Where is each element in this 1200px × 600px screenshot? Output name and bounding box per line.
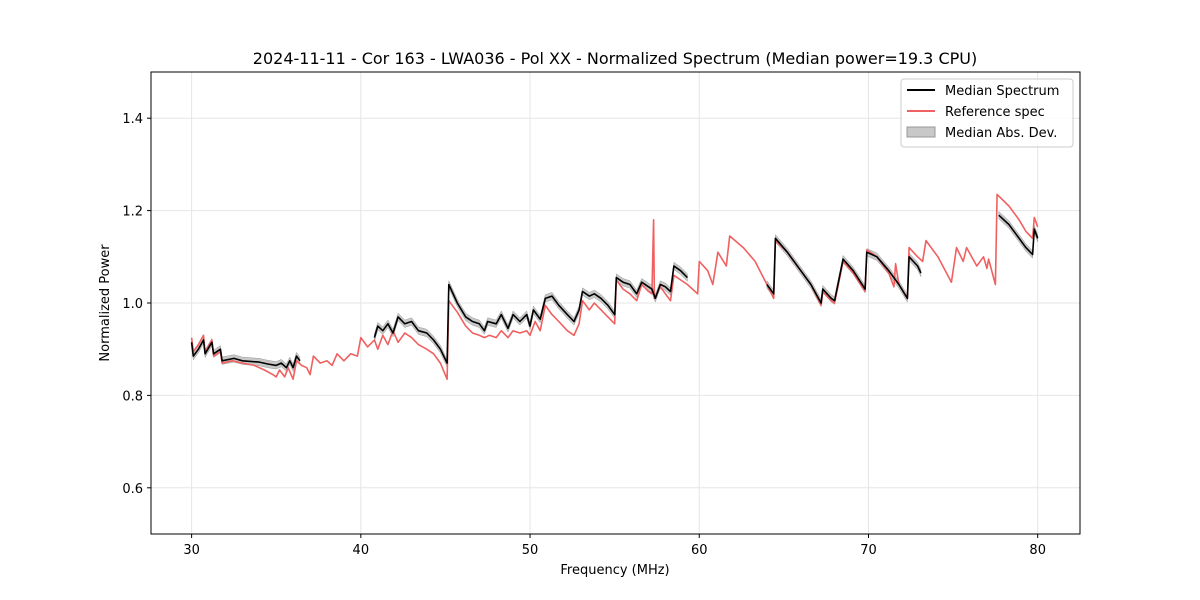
legend-median-label: Median Spectrum <box>945 84 1059 99</box>
x-axis-label: Frequency (MHz) <box>560 563 669 578</box>
mad-band <box>374 261 688 367</box>
chart-title: 2024-11-11 - Cor 163 - LWA036 - Pol XX -… <box>253 49 977 68</box>
y-axis: 0.6 0.8 1.0 1.2 1.4 <box>122 112 151 497</box>
mad-band <box>766 233 922 308</box>
x-tick-label: 60 <box>691 543 708 558</box>
median-spectrum-line <box>998 214 1039 256</box>
legend: Median Spectrum Reference spec Median Ab… <box>900 78 1074 148</box>
median-spectrum-line <box>766 237 922 304</box>
median-spectrum-line <box>190 339 301 369</box>
x-tick-label: 30 <box>183 543 200 558</box>
x-axis: 30 40 50 60 70 80 <box>183 534 1046 558</box>
y-tick-label: 1.4 <box>122 112 143 127</box>
y-axis-label: Normalized Power <box>98 244 113 362</box>
legend-mad-swatch <box>906 126 936 138</box>
legend-mad-label: Median Abs. Dev. <box>945 126 1057 141</box>
legend-reference-label: Reference spec <box>945 105 1045 120</box>
y-tick-label: 0.6 <box>122 482 143 497</box>
x-tick-label: 80 <box>1029 543 1046 558</box>
y-tick-label: 0.8 <box>122 389 143 404</box>
reference-spectrum-line <box>190 193 1039 380</box>
y-tick-label: 1.0 <box>122 297 143 312</box>
median-spectrum-line <box>373 265 688 364</box>
x-tick-label: 70 <box>860 543 877 558</box>
legend-box <box>900 78 1074 148</box>
y-tick-label: 1.2 <box>122 205 143 220</box>
x-tick-label: 40 <box>353 543 370 558</box>
x-tick-label: 50 <box>522 543 539 558</box>
plot-area <box>190 193 1039 380</box>
